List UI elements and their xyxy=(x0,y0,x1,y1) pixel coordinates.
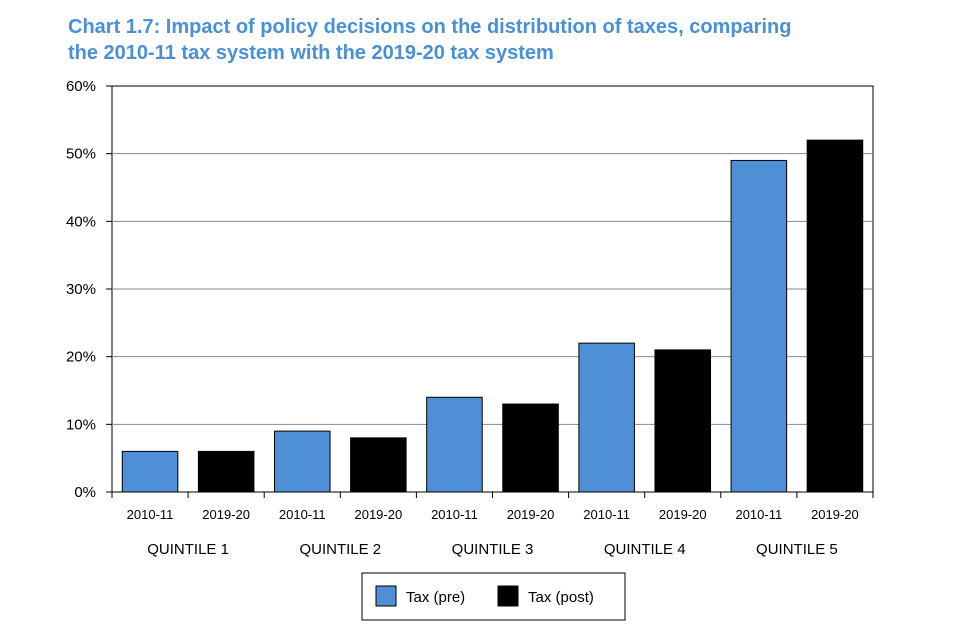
x-group-label: QUINTILE 3 xyxy=(452,541,534,558)
y-tick-label: 40% xyxy=(66,213,96,230)
chart-title: Chart 1.7: Impact of policy decisions on… xyxy=(68,14,928,66)
x-bar-label: 2010-11 xyxy=(127,507,174,522)
x-group-label: QUINTILE 1 xyxy=(147,541,229,558)
x-bar-label: 2010-11 xyxy=(279,507,326,522)
bar-quintile-4-2010-11 xyxy=(578,342,635,493)
y-tick-label: 0% xyxy=(74,484,96,501)
x-bar-label: 2010-11 xyxy=(735,507,782,522)
y-tick-label: 50% xyxy=(66,146,96,163)
bar-quintile-1-2019-20 xyxy=(197,450,255,493)
x-bar-label: 2019-20 xyxy=(354,507,402,522)
bar-quintile-2-2010-11 xyxy=(273,430,331,493)
x-bar-label: 2019-20 xyxy=(811,507,859,522)
x-bar-label: 2010-11 xyxy=(431,507,478,522)
legend-label: Tax (post) xyxy=(528,589,594,606)
chart-title-line-2: the 2010-11 tax system with the 2019-20 … xyxy=(68,42,554,64)
legend-box xyxy=(361,572,626,621)
y-tick-label: 20% xyxy=(66,349,96,366)
legend-swatch xyxy=(497,585,519,607)
x-group-label: QUINTILE 4 xyxy=(604,541,686,558)
x-group-label: QUINTILE 5 xyxy=(756,541,838,558)
legend-swatch xyxy=(375,585,397,607)
x-bar-label: 2010-11 xyxy=(583,507,630,522)
bar-quintile-3-2010-11 xyxy=(426,396,483,493)
x-bar-label: 2019-20 xyxy=(202,507,250,522)
y-tick-label: 10% xyxy=(66,416,96,433)
bar-quintile-1-2010-11 xyxy=(121,450,179,493)
x-group-label: QUINTILE 2 xyxy=(299,541,381,558)
bar-quintile-2-2019-20 xyxy=(350,437,407,493)
bar-quintile-3-2019-20 xyxy=(502,403,559,493)
bar-quintile-4-2019-20 xyxy=(654,349,712,493)
legend-label: Tax (pre) xyxy=(406,589,465,606)
bar-quintile-5-2010-11 xyxy=(730,159,788,493)
bar-quintile-5-2019-20 xyxy=(806,139,864,493)
y-tick-label: 60% xyxy=(66,78,96,95)
x-bar-label: 2019-20 xyxy=(507,507,555,522)
x-bar-label: 2019-20 xyxy=(659,507,707,522)
y-tick-label: 30% xyxy=(66,281,96,298)
chart-title-line-1: Chart 1.7: Impact of policy decisions on… xyxy=(68,16,792,38)
